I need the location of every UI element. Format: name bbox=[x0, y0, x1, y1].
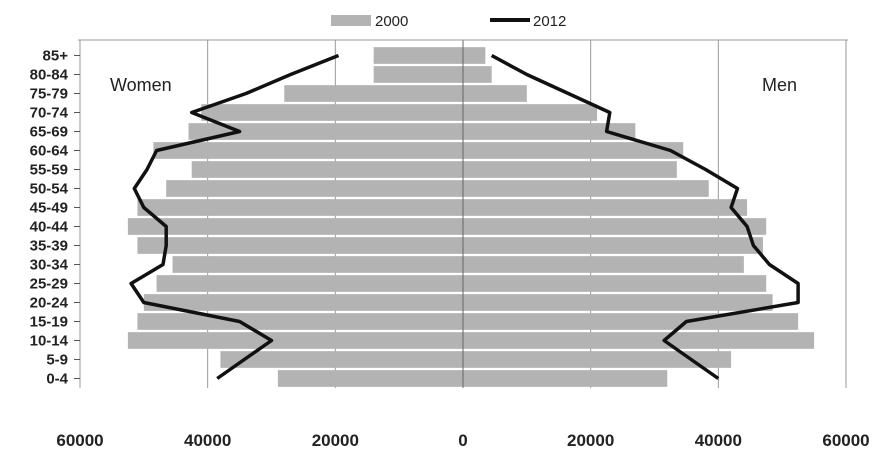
x-tick-label: 20000 bbox=[567, 431, 614, 450]
bar-women-50-54 bbox=[166, 180, 464, 197]
x-tick-label: 0 bbox=[458, 431, 467, 450]
bar-men-75-79 bbox=[463, 85, 527, 102]
y-tick-label: 15-19 bbox=[30, 314, 68, 331]
bar-women-25-29 bbox=[156, 275, 463, 292]
y-tick-label: 65-69 bbox=[30, 124, 68, 141]
bar-women-60-64 bbox=[153, 142, 464, 159]
y-tick-label: 60-64 bbox=[30, 143, 69, 160]
y-tick-label: 20-24 bbox=[30, 295, 69, 312]
bar-women-80-84 bbox=[373, 66, 463, 83]
bar-women-10-14 bbox=[127, 332, 463, 349]
bar-women-75-79 bbox=[284, 85, 463, 102]
bar-men-15-19 bbox=[463, 313, 799, 330]
men-label: Men bbox=[762, 75, 797, 95]
y-tick-label: 0-4 bbox=[46, 371, 68, 388]
women-label: Women bbox=[110, 75, 172, 95]
line-2012-men bbox=[490, 53, 800, 380]
y-tick-label: 70-74 bbox=[30, 105, 69, 122]
legend-label-2000: 2000 bbox=[375, 13, 408, 30]
bar-women-15-19 bbox=[137, 313, 463, 330]
bars-2000 bbox=[127, 47, 815, 387]
bar-men-50-54 bbox=[463, 180, 709, 197]
y-tick-label: 30-34 bbox=[30, 257, 69, 274]
y-tick-label: 10-14 bbox=[30, 333, 69, 350]
y-tick-label: 5-9 bbox=[46, 352, 68, 369]
y-tick-label: 80-84 bbox=[30, 67, 69, 84]
bar-men-60-64 bbox=[463, 142, 684, 159]
bar-women-85+ bbox=[373, 47, 463, 64]
legend: 2000 2012 bbox=[331, 13, 566, 30]
bar-men-0-4 bbox=[463, 370, 668, 387]
y-tick-label: 55-59 bbox=[30, 162, 68, 179]
legend-label-2012: 2012 bbox=[533, 13, 566, 30]
y-tick-label: 85+ bbox=[43, 48, 69, 65]
x-tick-labels: 60000 40000 20000 0 20000 40000 60000 bbox=[56, 431, 869, 450]
bar-women-0-4 bbox=[277, 370, 463, 387]
bar-men-35-39 bbox=[463, 237, 764, 254]
bar-men-85+ bbox=[463, 47, 486, 64]
bar-men-70-74 bbox=[463, 104, 598, 121]
y-tick-label: 50-54 bbox=[30, 181, 69, 198]
y-tick-label: 25-29 bbox=[30, 276, 68, 293]
bar-men-10-14 bbox=[463, 332, 815, 349]
bar-men-20-24 bbox=[463, 294, 773, 311]
bar-men-55-59 bbox=[463, 161, 677, 178]
y-tick-label: 40-44 bbox=[30, 219, 69, 236]
x-tick-label: 60000 bbox=[56, 431, 103, 450]
bar-men-40-44 bbox=[463, 218, 767, 235]
y-tick-label: 35-39 bbox=[30, 238, 68, 255]
bar-men-80-84 bbox=[463, 66, 492, 83]
bar-men-25-29 bbox=[463, 275, 767, 292]
x-tick-label: 60000 bbox=[822, 431, 869, 450]
x-tick-label: 40000 bbox=[184, 431, 231, 450]
x-tick-label: 20000 bbox=[312, 431, 359, 450]
bar-women-45-49 bbox=[137, 199, 463, 216]
bar-women-65-69 bbox=[188, 123, 463, 140]
axes bbox=[74, 39, 848, 388]
bar-women-20-24 bbox=[143, 294, 464, 311]
bar-women-55-59 bbox=[191, 161, 464, 178]
bar-men-30-34 bbox=[463, 256, 744, 273]
line-2012-women bbox=[129, 53, 340, 380]
lines-2012 bbox=[129, 53, 800, 380]
bar-men-65-69 bbox=[463, 123, 636, 140]
bar-men-5-9 bbox=[463, 351, 732, 368]
bar-women-30-34 bbox=[172, 256, 463, 273]
y-tick-label: 75-79 bbox=[30, 86, 68, 103]
bar-women-40-44 bbox=[127, 218, 463, 235]
bar-men-45-49 bbox=[463, 199, 748, 216]
legend-swatch-2000 bbox=[331, 15, 371, 26]
bar-women-35-39 bbox=[137, 237, 463, 254]
y-tick-label: 45-49 bbox=[30, 200, 68, 217]
bar-women-5-9 bbox=[220, 351, 463, 368]
bar-women-70-74 bbox=[201, 104, 464, 121]
y-tick-labels: 85+ 80-84 75-79 70-74 65-69 60-64 55-59 50-54 45… bbox=[30, 48, 69, 388]
x-tick-label: 40000 bbox=[695, 431, 742, 450]
